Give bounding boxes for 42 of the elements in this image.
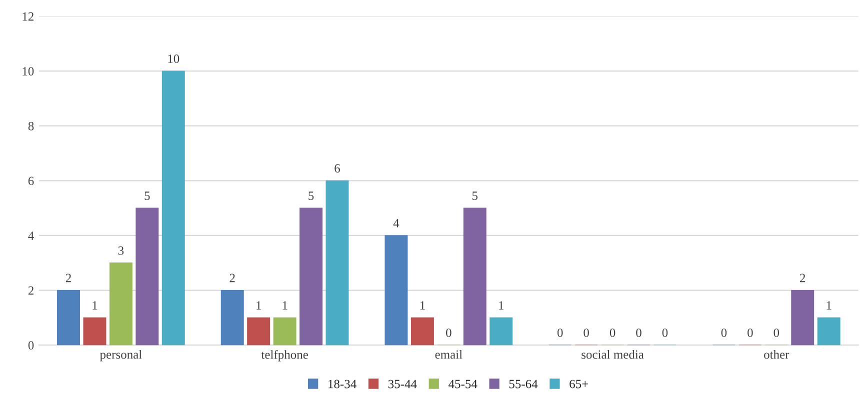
x-tick-label: email — [435, 350, 462, 359]
data-label: 0 — [662, 328, 668, 338]
data-label: 1 — [499, 301, 504, 310]
y-tick-label: 12 — [22, 12, 34, 21]
data-label: 0 — [446, 328, 452, 338]
data-label: 5 — [472, 192, 478, 200]
data-label: 0 — [774, 328, 780, 338]
legend-label: 35-44 — [388, 380, 417, 388]
legend-label: 65+ — [570, 380, 588, 388]
y-tick-label: 0 — [28, 341, 34, 350]
data-label: 5 — [308, 192, 314, 200]
x-tick-label: personal — [100, 350, 142, 362]
data-label: 10 — [168, 54, 180, 63]
x-tick-label: social media — [582, 350, 644, 359]
data-label: 2 — [800, 274, 806, 282]
data-label: 0 — [557, 328, 563, 338]
legend-label: 45-54 — [448, 380, 478, 388]
legend-label: 18-34 — [328, 380, 356, 388]
data-label: 3 — [118, 246, 124, 255]
data-label: 1 — [92, 301, 98, 310]
data-label: 4 — [393, 219, 400, 228]
data-label: 0 — [584, 328, 589, 338]
data-label: 6 — [334, 164, 340, 173]
data-label: 1 — [826, 301, 832, 310]
x-tick-label: other — [764, 350, 790, 359]
y-tick-label: 2 — [28, 286, 34, 295]
data-label: 5 — [144, 192, 150, 200]
data-label: 2 — [66, 274, 71, 282]
data-label: 1 — [420, 301, 425, 310]
x-tick-label: telfphone — [261, 350, 308, 362]
y-tick-label: 10 — [22, 67, 34, 76]
y-tick-label: 4 — [28, 232, 34, 240]
data-label: 1 — [282, 301, 288, 310]
data-label: 1 — [256, 301, 261, 310]
data-label: 0 — [636, 328, 642, 338]
y-tick-label: 6 — [28, 176, 34, 186]
data-label: 0 — [748, 328, 753, 338]
y-tick-label: 8 — [28, 122, 34, 130]
data-label: 2 — [230, 274, 235, 282]
data-label: 0 — [610, 328, 616, 338]
data-label: 0 — [721, 328, 727, 338]
legend-label: 55-64 — [509, 380, 538, 388]
